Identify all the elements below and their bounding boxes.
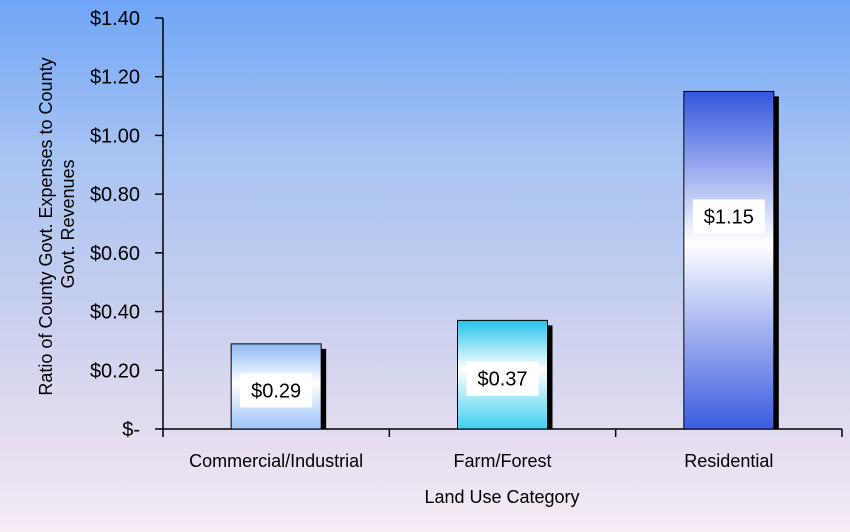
data-label-box — [240, 373, 313, 408]
data-label: $0.29 — [251, 380, 301, 402]
data-label-box — [692, 199, 765, 234]
bar — [683, 90, 775, 430]
y-axis-title-line-2: Govt. Revenues — [58, 159, 78, 288]
y-tick-label: $- — [122, 419, 140, 441]
data-label-box — [466, 361, 539, 396]
axes: $- $0.20 $0.40 $0.60 $0.80 $1.00 $1.20 $1.40 Com… — [90, 8, 843, 471]
x-axis-title: Land Use Category — [424, 487, 579, 507]
data-label: $1.15 — [704, 206, 754, 228]
y-axis-title-line-1: Ratio of County Govt. Expenses to County — [36, 57, 56, 395]
y-tick-label: $0.60 — [90, 243, 140, 265]
y-tick-label: $0.20 — [90, 360, 140, 382]
y-tick-label: $1.40 — [90, 8, 140, 30]
data-labels: $0.29 $0.37 $1.15 — [240, 199, 765, 408]
y-axis-title: Ratio of County Govt. Expenses to County… — [36, 52, 78, 395]
y-tick-label: $1.20 — [90, 67, 140, 89]
x-category-label: Residential — [684, 451, 773, 471]
y-tick-label: $0.80 — [90, 184, 140, 206]
y-tick-label: $0.40 — [90, 302, 140, 324]
x-category-label: Commercial/Industrial — [189, 451, 363, 471]
data-label: $0.37 — [477, 369, 527, 391]
y-tick-label: $1.00 — [90, 125, 140, 147]
x-category-label: Farm/Forest — [453, 451, 551, 471]
